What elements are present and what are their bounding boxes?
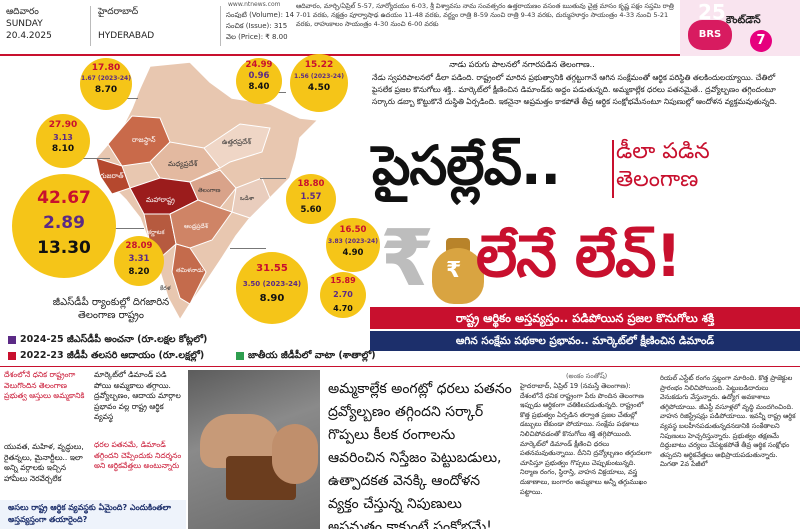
state-label: మధ్యప్రదేశ్ xyxy=(168,160,198,169)
panchangam-notice: ఆదివారం, మార్చి/ఏప్రిల్ 5-57, సూర్యోదయం … xyxy=(296,2,674,28)
side-column-red: దేశంలోనే ధనిక రాష్ట్రంగా వెలుగొందిన తెలం… xyxy=(4,370,85,400)
masthead xyxy=(0,0,800,56)
article-body-col1: హైదరాబాద్, ఏప్రిల్ 19 (నమస్తే తెలంగాణ): … xyxy=(520,382,652,496)
brs-logo: BRS xyxy=(688,20,732,50)
legend-item-per-capita: 2022-23 జీడీపీ తలసరి ఆదాయం (రూ.లక్షల్లో) xyxy=(8,350,204,363)
headline-line2: లేనే లేవ్! xyxy=(476,222,682,290)
state-label: ఆంధ్రప్రదేశ్ xyxy=(184,222,209,230)
leader-line xyxy=(260,178,286,179)
stat-circle: 27.90 3.13 8.10 xyxy=(36,114,90,168)
stat-circle: 15.89 2.70 4.70 xyxy=(320,272,366,318)
website[interactable]: www.ntnews.com xyxy=(228,1,281,8)
date: 20.4.2025 xyxy=(6,31,52,41)
state-label: గుజరాత్ xyxy=(100,172,124,180)
price: వెల (Price): ₹ 8.00 xyxy=(226,33,288,41)
volume: సంపుటి (Volume): 14 xyxy=(226,11,295,19)
money-bag-symbol: ₹ xyxy=(446,258,462,283)
pullquote: అసలు రాష్ట్ర ఆర్థిక వ్యవస్థకు ఏమైంది? ఎం… xyxy=(8,503,171,524)
subhead-band-red: రాష్ట్ర ఆర్థికం అస్తవ్యస్తం.. పడిపోయిన ప… xyxy=(370,307,800,329)
stat-circle: 24.99 0.96 8.40 xyxy=(236,58,282,104)
intro-paragraph: నేడు స్వపరిపాలనలో డీలా పడింది. రాష్ట్రంల… xyxy=(372,73,777,106)
state-label: కేరళ xyxy=(160,285,172,292)
countdown-value: 7 xyxy=(750,30,772,52)
india-map: రాజస్థాన్ గుజరాత్ మధ్యప్రదేశ్ మహారాష్ట్ర… xyxy=(95,61,320,322)
side-column-text: యువత, మహిళ, వృద్ధులు, రైతన్నలు, మైనార్టీ… xyxy=(4,442,84,483)
hand-photo-element xyxy=(272,424,318,484)
stat-circle: 18.80 1.57 5.60 xyxy=(286,174,336,224)
region-telangana xyxy=(189,169,237,209)
intro-kicker: నాడు పరుగు పాలనలో నగారపడిన తెలంగాణ.. xyxy=(449,60,595,69)
stat-circle: 15.22 1.56 (2023-24) 4.50 xyxy=(290,54,348,112)
stat-circle-maharashtra: 42.67 2.89 13.30 xyxy=(12,174,116,278)
state-label: ఉత్తరప్రదేశ్ xyxy=(222,138,252,147)
state-label: తమిళనాడు xyxy=(176,267,204,274)
side-column-red: ధరల పతనమే, డిమాండ్ తగ్గిందని చెప్పేందుకు… xyxy=(94,440,182,470)
stat-circle: 16.50 3.83 (2023-24) 4.90 xyxy=(326,218,380,272)
region-up xyxy=(203,123,271,169)
city-block: హైదరాబాద్ HYDERABAD xyxy=(98,6,154,42)
india-map-infographic: రాజస్థాన్ గుజరాత్ మధ్యప్రదేశ్ మహారాష్ట్ర… xyxy=(0,54,380,328)
region-tamilnadu xyxy=(171,243,207,305)
headline-deck: డీలా పడిన తెలంగాణ xyxy=(616,139,710,192)
legend-swatch xyxy=(8,351,16,360)
rupee-icon: ₹ xyxy=(380,214,435,304)
state-label: మహారాష్ట్ర xyxy=(146,196,175,206)
stat-circle: 28.09 3.31 8.20 xyxy=(114,236,164,286)
region-odisha xyxy=(231,177,271,219)
masthead-divider xyxy=(90,6,91,46)
countdown-label: కౌంట్‌డౌన్ xyxy=(726,15,761,26)
state-label: ఒడిశా xyxy=(240,195,255,202)
leader-line xyxy=(118,98,138,99)
state-label: రాజస్థాన్ xyxy=(132,136,156,146)
day-telugu: ఆదివారం xyxy=(6,7,39,17)
city-telugu: హైదరాబాద్ xyxy=(98,7,139,17)
day: SUNDAY xyxy=(6,19,43,29)
legend-swatch xyxy=(236,351,244,360)
stat-circle: 17.80 1.67 (2023-24) 8.70 xyxy=(80,58,132,110)
leader-line xyxy=(70,158,110,159)
stat-circle-telangana: 31.55 3.50 (2023-24) 8.90 xyxy=(236,252,308,324)
section-divider xyxy=(0,366,800,367)
legend-item-share: జాతీయ జీడీపీలో వాటా (శాతాల్లో) xyxy=(236,350,376,363)
city: HYDERABAD xyxy=(98,31,155,41)
side-column-text: మార్కెట్‌లో డిమాండ్ పడి పోయి అమ్మకాలు తగ… xyxy=(94,370,181,421)
leader-line xyxy=(230,248,266,249)
legend-item-gsdp: 2024-25 జీఎస్‌డీపీ అంచనా (రూ.లక్షల కోట్ల… xyxy=(8,334,207,347)
headline-line1: పైసల్లేవ్.. xyxy=(372,134,561,197)
map-caption: జీఎస్‌డీపీ ర్యాంకుల్లో దిగజారిన తెలంగాణ … xyxy=(52,297,170,321)
date-block: ఆదివారం SUNDAY 20.4.2025 xyxy=(6,6,52,42)
leader-line xyxy=(110,228,144,229)
pullquote-box xyxy=(0,500,186,529)
legend-swatch xyxy=(8,335,16,344)
deck-divider xyxy=(612,140,614,198)
masthead-divider xyxy=(220,6,221,46)
money-bag-icon xyxy=(432,248,484,304)
state-label: తెలంగాణ xyxy=(198,187,220,194)
subhead-band-blue: ఆగిన సంక్షేమ పథకాల ప్రభావం.. మార్కెట్‌లో… xyxy=(370,331,800,351)
summary-points: అమ్మకాల్లేక అంగట్లో ధరలు పతనం ద్రవ్యోల్బ… xyxy=(328,381,512,529)
region-gujarat xyxy=(95,157,131,195)
issue-block: సంపుటి (Volume): 14 సంచిక (Issue): 315 వ… xyxy=(226,10,294,43)
article-body-col2: రియల్ ఎస్టేట్ రంగం స్తబ్ధంగా మారింది. కొ… xyxy=(660,374,796,469)
state-label: కర్ణాటక xyxy=(148,229,165,237)
byline: (అంకం సంతోష్) xyxy=(566,372,608,380)
issue: సంచిక (Issue): 315 xyxy=(226,22,288,30)
